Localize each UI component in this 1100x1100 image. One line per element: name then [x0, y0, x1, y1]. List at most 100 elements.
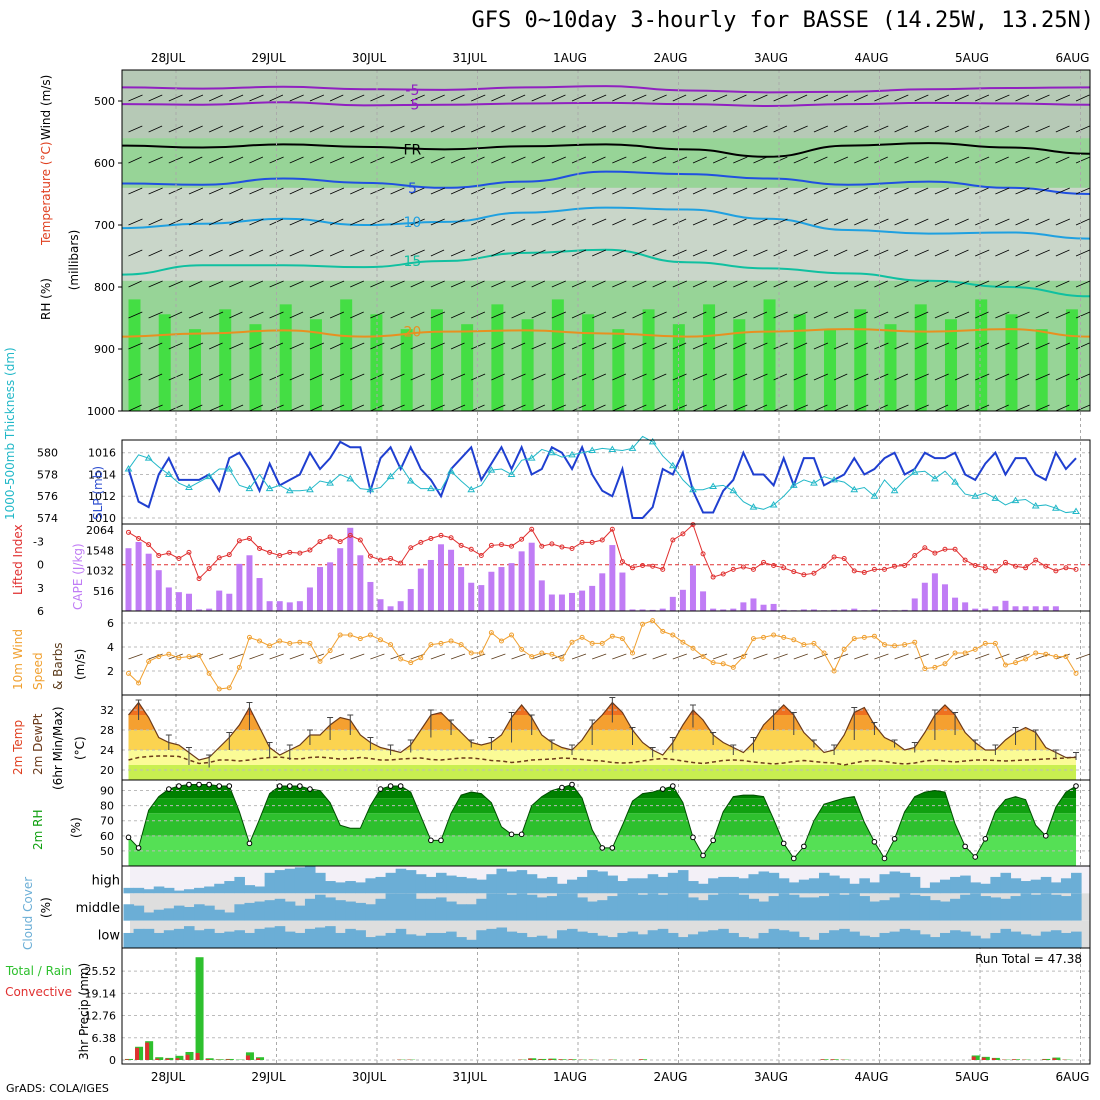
cloud-cell — [627, 893, 639, 921]
rh-column — [1005, 314, 1018, 411]
cloud-cell — [728, 893, 739, 921]
lifted-index-point — [1063, 565, 1069, 571]
thickness-point — [1011, 496, 1020, 504]
lifted-index-point — [216, 555, 222, 561]
wind-speed-point — [841, 646, 847, 652]
wind-barb — [692, 94, 708, 102]
wind-speed-point — [166, 651, 172, 657]
lifted-index-point — [246, 535, 252, 541]
rh-point — [286, 783, 293, 789]
wind-speed-point — [519, 646, 525, 652]
wind-barb — [511, 373, 526, 381]
wind-barb — [733, 94, 747, 102]
thickness-point — [306, 485, 314, 493]
wind-speed-point — [1023, 656, 1029, 662]
lifted-index-point — [267, 549, 273, 555]
rh-point — [246, 840, 253, 847]
lifted-index-point — [992, 568, 998, 574]
cloud-cell — [466, 904, 477, 921]
wind-barb — [531, 125, 546, 133]
wind-barb-10m — [410, 653, 425, 660]
wind-barb — [712, 249, 727, 257]
wind-barb — [1055, 342, 1070, 350]
cloud-cell — [798, 897, 810, 921]
wind-speed-point — [912, 639, 918, 645]
wind-speed-point — [529, 654, 535, 660]
wind-barb — [592, 249, 607, 257]
wind-barb — [551, 249, 566, 257]
cloud-cell — [405, 934, 417, 948]
wind-barb — [450, 156, 466, 164]
wind-barb — [854, 404, 869, 412]
wind-barb — [854, 311, 869, 319]
wind-barb — [672, 373, 687, 381]
cape-bar — [226, 593, 233, 611]
wind-barb — [410, 280, 425, 288]
cloud-cell — [718, 876, 729, 894]
cloud-cell — [1050, 930, 1062, 948]
cloud-cell — [788, 882, 800, 894]
wind-barb — [632, 373, 647, 381]
cape-bar — [1032, 606, 1039, 611]
wind-barb — [1055, 311, 1070, 319]
wind-barb — [733, 280, 748, 288]
top-day-label: 29JUL — [251, 51, 286, 65]
wind-barb — [995, 94, 1010, 102]
wind-barb-10m — [874, 653, 889, 660]
cloud-cell — [778, 878, 790, 894]
precip-conv-bar — [1052, 1058, 1057, 1060]
wind-barb — [168, 94, 183, 102]
wind-speed-point — [630, 650, 635, 656]
wind-barb — [592, 280, 606, 288]
wind-barb — [1015, 342, 1030, 350]
cloud-cell — [939, 901, 951, 921]
wind-barb — [329, 373, 345, 381]
wind-barb — [1075, 404, 1091, 412]
wind-barb-10m — [551, 653, 566, 660]
wind-barb — [733, 156, 748, 164]
bottom-day-label: 4AUG — [855, 1070, 889, 1084]
cloud-cell — [173, 928, 185, 948]
wind-barb — [229, 218, 244, 226]
wind-barb — [229, 311, 243, 319]
wind-speed-point — [831, 668, 837, 674]
precip-conv-bar — [820, 1059, 825, 1060]
cape-bar — [609, 545, 616, 611]
wind-speed-point — [851, 636, 857, 642]
cloud-cell — [385, 893, 397, 921]
contour-label: 20 — [403, 325, 421, 341]
cloud-cell — [304, 928, 316, 948]
wind-barb — [914, 280, 929, 288]
rh-tick: 70 — [100, 815, 114, 828]
wind-barb — [531, 280, 546, 288]
cloud-cell — [879, 900, 891, 921]
wind-barb — [249, 373, 264, 381]
contour--5 — [121, 101, 1091, 107]
wind-barb — [551, 94, 566, 102]
wind-barb — [249, 342, 264, 350]
rh-point — [700, 852, 706, 859]
wind-barb — [975, 94, 990, 102]
wind-barb — [1055, 187, 1070, 195]
rh-point — [659, 786, 666, 792]
wind-speed-point — [882, 642, 887, 648]
wind-barb — [833, 187, 849, 195]
wind-barb — [309, 156, 324, 164]
slp-line — [127, 440, 1077, 519]
rh-column — [884, 324, 897, 411]
cape-bar — [216, 590, 223, 611]
thickness-point — [447, 467, 455, 474]
ylabel-temp-units: (°C) — [73, 736, 87, 760]
wind-barb — [229, 373, 244, 381]
wind-barb — [692, 280, 707, 288]
wind-barb — [249, 404, 264, 412]
wind-barb — [450, 311, 465, 319]
wind-barb — [894, 125, 909, 133]
wind-barb — [692, 342, 708, 350]
cloud-cell — [556, 883, 568, 894]
cape-bar — [397, 601, 404, 611]
ylabel-cloud-units: (%) — [39, 897, 53, 918]
wind-barb-10m — [350, 653, 365, 660]
wind-speed-point — [640, 621, 646, 627]
wind-barb — [854, 342, 868, 350]
